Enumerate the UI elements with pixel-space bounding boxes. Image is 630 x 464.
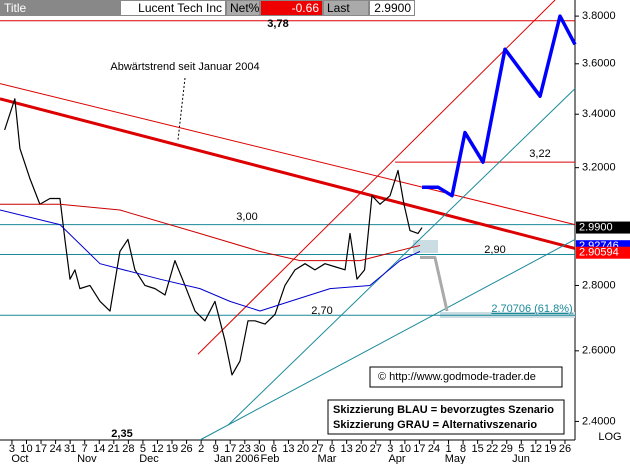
x-tick-label: 21 bbox=[108, 443, 120, 455]
header-net-label: Net% bbox=[226, 0, 260, 16]
header-last-value: 2.9900 bbox=[369, 0, 415, 16]
x-tick-label: 30 bbox=[253, 443, 265, 455]
month-label: Oct bbox=[11, 453, 28, 464]
header-title: Title bbox=[0, 0, 120, 16]
copyright-box bbox=[369, 366, 563, 388]
legend-text: Skizzierung GRAU = Alternativszenario bbox=[333, 419, 537, 431]
trendline bbox=[0, 97, 576, 250]
annotation: 2.70706 (61.8%) bbox=[491, 303, 572, 315]
y-tick-label: 3.4000 bbox=[582, 108, 616, 120]
x-tick-label: 24 bbox=[49, 443, 61, 455]
x-tick-label: 7 bbox=[82, 443, 88, 455]
x-tick-label: 24 bbox=[428, 443, 440, 455]
trendline bbox=[227, 88, 576, 426]
month-label: May bbox=[445, 453, 466, 464]
x-tick-label: 13 bbox=[282, 443, 294, 455]
month-label: Jun bbox=[512, 453, 530, 464]
price-tag-label: 2.9900 bbox=[579, 221, 613, 233]
month-label: Mar bbox=[318, 453, 337, 464]
x-tick-label: 2 bbox=[198, 443, 204, 455]
zone bbox=[413, 240, 438, 253]
month-label: Jan 2006 bbox=[214, 453, 259, 464]
series-line bbox=[0, 209, 421, 312]
x-tick-label: 17 bbox=[224, 443, 236, 455]
month-label: Nov bbox=[77, 453, 97, 464]
y-tick-label: 2.6000 bbox=[582, 345, 616, 357]
x-tick-label: 12 bbox=[151, 443, 163, 455]
x-tick-label: 6 bbox=[329, 443, 335, 455]
annotation: Abwärtstrend seit Januar 2004 bbox=[110, 61, 259, 73]
series-line bbox=[420, 256, 449, 312]
x-tick-label: 31 bbox=[64, 443, 76, 455]
price-tag bbox=[576, 221, 630, 234]
header-last-label: Last bbox=[323, 0, 369, 16]
x-tick-label: 22 bbox=[486, 443, 498, 455]
scale-label: LOG bbox=[598, 431, 621, 443]
x-tick-label: 14 bbox=[93, 443, 105, 455]
price-tag-label: 2.90594 bbox=[579, 247, 619, 259]
annotation: 3,00 bbox=[236, 211, 257, 223]
month-label: Feb bbox=[260, 453, 279, 464]
x-tick-label: 6 bbox=[271, 443, 277, 455]
series-line bbox=[422, 14, 577, 198]
x-tick-label: 20 bbox=[297, 443, 309, 455]
legend-text: Skizzierung BLAU = bevorzugtes Szenario bbox=[333, 404, 554, 416]
x-tick-label: 29 bbox=[501, 443, 513, 455]
x-tick-label: 26 bbox=[559, 443, 571, 455]
x-tick-label: 28 bbox=[122, 443, 134, 455]
x-tick-label: 19 bbox=[544, 443, 556, 455]
x-tick-label: 27 bbox=[370, 443, 382, 455]
y-tick-label: 3.6000 bbox=[582, 58, 616, 70]
x-tick-label: 3 bbox=[387, 443, 393, 455]
header-name: Lucent Tech Inc bbox=[120, 0, 226, 16]
x-tick-label: 8 bbox=[460, 443, 466, 455]
x-tick-label: 13 bbox=[341, 443, 353, 455]
legend-box bbox=[327, 399, 565, 435]
annotation: 2,90 bbox=[484, 244, 505, 256]
x-tick-label: 12 bbox=[530, 443, 542, 455]
trendline bbox=[197, 0, 556, 355]
annotation: 2,70 bbox=[311, 305, 332, 317]
annotation: 3,22 bbox=[529, 148, 550, 160]
x-tick-label: 5 bbox=[518, 443, 524, 455]
y-tick-label: 2.4000 bbox=[582, 415, 616, 427]
x-tick-label: 3 bbox=[9, 443, 15, 455]
x-tick-label: 10 bbox=[20, 443, 32, 455]
x-tick-label: 1 bbox=[445, 443, 451, 455]
series-line bbox=[4, 98, 423, 376]
x-tick-label: 23 bbox=[239, 443, 251, 455]
y-tick-label: 2.8000 bbox=[582, 279, 616, 291]
trendline bbox=[0, 83, 576, 226]
annotation: 3,78 bbox=[267, 18, 288, 30]
x-tick-label: 19 bbox=[166, 443, 178, 455]
annotation: 2,35 bbox=[111, 428, 132, 440]
x-tick-label: 15 bbox=[472, 443, 484, 455]
y-tick-label: 3.8000 bbox=[582, 10, 616, 22]
plot bbox=[0, 0, 577, 441]
x-tick-label: 20 bbox=[355, 443, 367, 455]
header: Title Lucent Tech Inc Net% -0.66 Last 2.… bbox=[0, 0, 415, 16]
x-tick-label: 10 bbox=[399, 443, 411, 455]
x-tick-label: 17 bbox=[413, 443, 425, 455]
x-tick-label: 27 bbox=[311, 443, 323, 455]
y-tick-label: 3.2000 bbox=[582, 162, 616, 174]
copyright: © http://www.godmode-trader.de bbox=[378, 371, 536, 383]
trendline bbox=[199, 238, 576, 441]
x-tick-label: 17 bbox=[35, 443, 47, 455]
series-line bbox=[0, 203, 421, 262]
x-tick-label: 26 bbox=[180, 443, 192, 455]
x-tick-label: 9 bbox=[213, 443, 219, 455]
month-label: Apr bbox=[388, 453, 405, 464]
price-tag bbox=[576, 246, 630, 259]
x-tick-label: 5 bbox=[140, 443, 146, 455]
header-net-value: -0.66 bbox=[260, 0, 323, 16]
month-label: Dec bbox=[139, 453, 159, 464]
